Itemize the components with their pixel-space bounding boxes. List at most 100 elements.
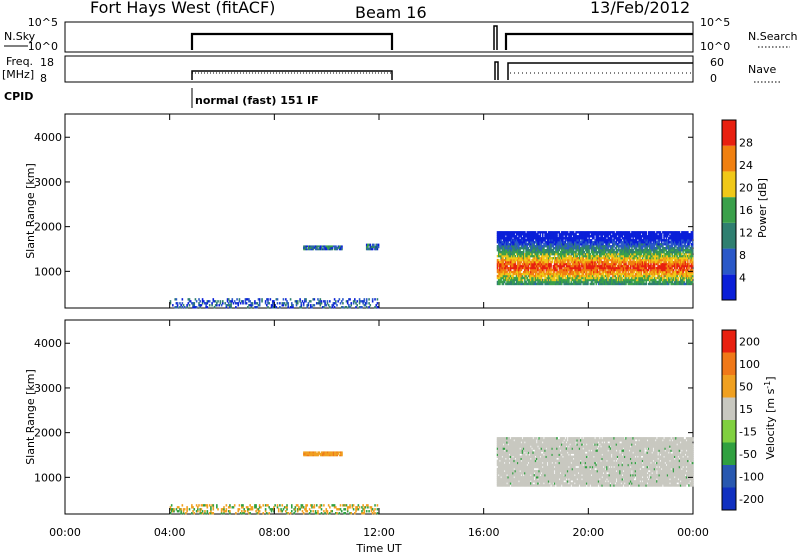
echo-cell <box>641 276 644 280</box>
echo-cell <box>528 243 531 246</box>
echo-cell <box>502 459 505 463</box>
echo-cell <box>675 258 677 262</box>
echo-cell <box>609 262 612 266</box>
echo-cell <box>570 264 573 268</box>
echo-cell <box>627 247 630 250</box>
echo-cell <box>551 233 554 236</box>
echo-cell <box>631 256 633 260</box>
echo-cell <box>618 276 620 280</box>
echo-cell <box>315 245 317 248</box>
echo-cell <box>342 306 344 309</box>
echo-cell <box>340 300 343 303</box>
echo-cell <box>683 266 686 270</box>
echo-cell <box>505 256 507 260</box>
echo-cell <box>564 266 567 270</box>
echo-cell <box>306 451 309 454</box>
nsky-label: N.Sky <box>4 30 36 43</box>
echo-cell <box>673 274 676 278</box>
echo-cell <box>608 264 611 268</box>
echo-cell <box>534 248 537 252</box>
echo-cell <box>371 300 374 303</box>
nave-tick-lo: 0 <box>710 72 717 85</box>
echo-cell <box>541 278 544 282</box>
echo-cell <box>275 306 278 309</box>
echo-cell <box>604 252 607 256</box>
echo-cell <box>527 274 530 278</box>
echo-cell <box>668 272 670 276</box>
nsky-trace-2 <box>493 25 498 50</box>
echo-cell <box>626 235 628 238</box>
echo-cell <box>640 258 643 262</box>
echo-cell <box>501 476 504 479</box>
echo-cell <box>627 260 630 264</box>
echo-cell <box>539 252 542 256</box>
echo-cell <box>532 278 535 282</box>
echo-cell <box>312 454 315 457</box>
echo-cell <box>690 270 693 274</box>
echo-cell <box>270 304 273 307</box>
echo-cell <box>539 247 542 250</box>
echo-cell <box>629 233 632 236</box>
echo-cell <box>287 302 290 305</box>
echo-cell <box>533 243 536 246</box>
echo-cell <box>634 239 637 242</box>
echo-cell <box>650 239 652 242</box>
echo-cell <box>555 272 557 276</box>
echo-cell <box>572 250 575 254</box>
echo-cell <box>601 235 604 238</box>
echo-cell <box>377 245 380 249</box>
echo-cell <box>509 235 512 238</box>
echo-cell <box>589 239 592 242</box>
echo-cell <box>531 239 533 242</box>
echo-cell <box>545 245 548 248</box>
echo-cell <box>619 274 621 278</box>
echo-cell <box>216 302 218 305</box>
echo-cell <box>321 306 324 309</box>
echo-cell <box>496 463 499 467</box>
echo-cell <box>627 274 630 278</box>
echo-cell <box>675 270 677 274</box>
echo-cell <box>641 245 644 248</box>
echo-cell <box>525 262 527 266</box>
echo-cell <box>574 278 576 282</box>
echo-cell <box>544 278 546 282</box>
echo-cell <box>522 241 525 244</box>
echo-cell <box>629 274 632 278</box>
echo-cell <box>656 245 658 248</box>
echo-cell <box>546 280 549 284</box>
echo-cell <box>656 266 658 270</box>
echo-cell <box>256 302 259 305</box>
echo-cell <box>578 264 581 268</box>
echo-cell <box>520 243 523 246</box>
echo-cell <box>496 280 499 284</box>
echo-cell <box>602 231 605 234</box>
echo-cell <box>628 241 631 244</box>
echo-cell <box>628 235 631 238</box>
echo-cell <box>647 235 650 238</box>
echo-cell <box>553 231 556 234</box>
echo-cell <box>666 272 669 276</box>
echo-cell <box>374 298 376 301</box>
echo-cell <box>507 247 510 250</box>
echo-cell <box>594 270 596 274</box>
echo-cell <box>527 237 530 240</box>
echo-cell <box>515 276 518 280</box>
echo-cell <box>658 247 661 250</box>
echo-cell <box>664 248 667 252</box>
echo-cell <box>556 258 558 262</box>
echo-cell <box>615 270 618 274</box>
echo-cell <box>544 245 546 248</box>
echo-cell <box>610 247 613 250</box>
echo-cell <box>544 276 546 280</box>
echo-cell <box>562 245 564 248</box>
echo-cell <box>569 231 571 234</box>
echo-cell <box>608 233 611 236</box>
echo-cell <box>590 268 593 272</box>
echo-cell <box>336 452 339 455</box>
echo-cell <box>569 254 571 258</box>
echo-cell <box>595 231 598 234</box>
echo-cell <box>595 274 598 278</box>
echo-cell <box>588 235 590 238</box>
echo-cell <box>520 260 523 264</box>
